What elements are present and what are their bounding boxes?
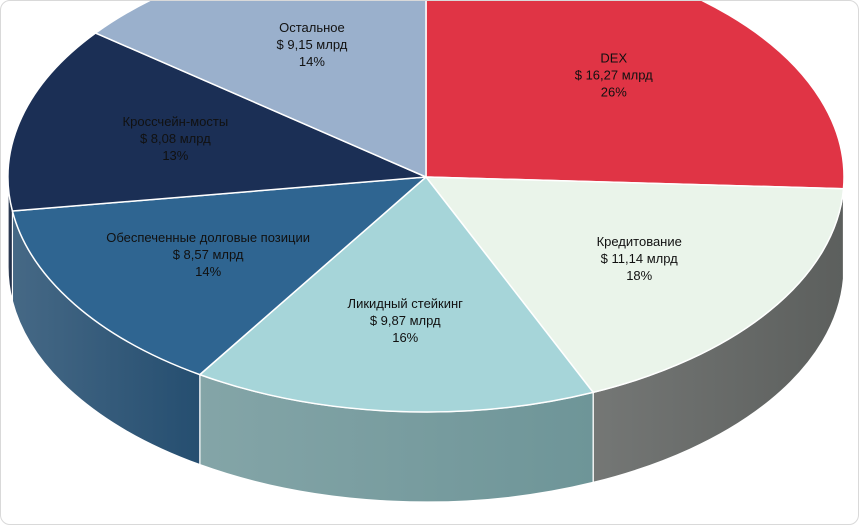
slice-percent: 26% (601, 85, 627, 100)
slice-name: Ликидный стейкинг (348, 296, 464, 311)
pie-labels: DEX $ 16,27 млрд 26% Кредитование $ 11,14 мл… (106, 20, 682, 345)
slice-percent: 14% (299, 54, 325, 69)
slice-percent: 18% (626, 268, 652, 283)
slice-label-0: DEX $ 16,27 млрд 26% (575, 51, 653, 100)
slice-name: Кредитование (597, 234, 682, 249)
slice-value: $ 9,87 млрд (370, 313, 441, 328)
pie-slice-3 (11, 176, 427, 376)
pie-slice-5 (94, 1, 427, 178)
slice-value: $ 16,27 млрд (575, 68, 653, 83)
slice-label-3: Обеспеченные долговые позиции $ 8,57 млрд… (106, 230, 310, 279)
slice-percent: 16% (392, 330, 418, 345)
pie-slices (7, 1, 845, 413)
slice-name: Кроссчейн-мосты (123, 114, 229, 129)
slice-value: $ 11,14 млрд (601, 251, 678, 266)
slice-name: Обеспеченные долговые позиции (106, 230, 310, 245)
pie-slice-4 (7, 32, 427, 212)
slice-value: $ 8,08 млрд (140, 131, 211, 146)
pie-slice-0 (425, 1, 845, 190)
slice-label-4: Кроссчейн-мосты $ 8,08 млрд 13% (123, 114, 229, 163)
slice-label-2: Ликидный стейкинг $ 9,87 млрд 16% (348, 296, 464, 345)
pie-slice-2 (199, 176, 594, 413)
slice-name: Остальное (279, 20, 345, 35)
slice-name: DEX (600, 51, 627, 66)
slice-percent: 13% (162, 148, 188, 163)
slice-label-5: Остальное $ 9,15 млрд 14% (277, 20, 348, 69)
slice-value: $ 8,57 млрд (173, 247, 244, 262)
slice-label-1: Кредитование $ 11,14 млрд 18% (597, 234, 682, 283)
slice-percent: 14% (195, 264, 221, 279)
slice-value: $ 9,15 млрд (277, 37, 348, 52)
pie-slice-1 (425, 176, 845, 394)
